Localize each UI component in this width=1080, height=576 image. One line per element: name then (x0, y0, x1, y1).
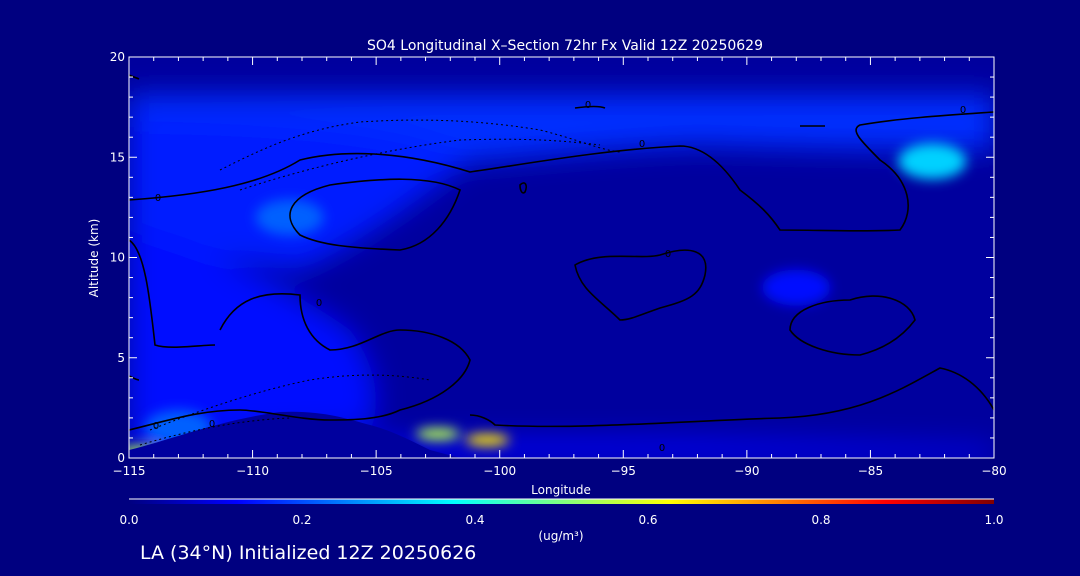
zero-contour-dotted (139, 417, 291, 446)
colorbar-ticks: 0.0 0.2 0.4 0.6 0.8 1.0 (119, 513, 1003, 527)
zero-contour-line (519, 182, 527, 194)
y-tick-label: 5 (117, 351, 125, 365)
contour-label: 0 (659, 443, 665, 454)
zero-contour-line (129, 239, 216, 348)
colorbar-tick-label: 0.8 (811, 513, 830, 527)
zero-contour-dotted (219, 119, 621, 171)
zero-contours (129, 74, 994, 446)
colorbar: 0.0 0.2 0.4 0.6 0.8 1.0 (ug/m³) (119, 498, 1004, 543)
y-tick-label: 20 (110, 50, 125, 64)
zero-contour-line (129, 74, 140, 381)
terrain-mask (129, 411, 460, 458)
contour-labels: 0 0 0 0 0 0 0 0 0 (153, 100, 966, 454)
zero-contour-line (129, 111, 994, 232)
x-tick-label: −100 (483, 464, 516, 478)
contour-label: 0 (155, 193, 161, 204)
contour-label: 0 (585, 100, 591, 111)
x-tick-label: −115 (113, 464, 146, 478)
contour-label: 0 (639, 139, 645, 150)
zero-contour-dotted (149, 374, 431, 431)
zero-contour-line (789, 295, 916, 356)
contour-label: 0 (209, 419, 215, 430)
contour-label: 0 (316, 298, 322, 309)
contour-label: 0 (960, 105, 966, 116)
x-axis-label: Longitude (531, 483, 591, 497)
y-axis: 0 5 10 15 20 (110, 50, 994, 465)
y-tick-label: 15 (110, 150, 125, 164)
zero-contour-line (574, 105, 825, 127)
x-tick-label: −80 (981, 464, 1006, 478)
y-tick-label: 0 (117, 451, 125, 465)
concentration-peak (762, 269, 831, 306)
zero-contour-line (289, 178, 461, 251)
x-tick-label: −95 (611, 464, 636, 478)
zero-contour-dotted (239, 138, 601, 191)
contour-label: 0 (665, 249, 671, 260)
concentration-peak (465, 433, 510, 446)
colorbar-tick-label: 0.0 (119, 513, 138, 527)
colorbar-label: (ug/m³) (538, 529, 583, 543)
chart-title: SO4 Longitudinal X–Section 72hr Fx Valid… (367, 38, 763, 54)
colorbar-tick-label: 1.0 (984, 513, 1003, 527)
colorbar-strip (129, 499, 994, 504)
zero-contour-line (129, 292, 471, 431)
concentration-peak (898, 143, 967, 180)
run-info-footer: LA (34°N) Initialized 12Z 20250626 (140, 542, 477, 564)
concentration-peak (415, 427, 460, 440)
concentration-field (129, 57, 994, 458)
low-level-west-shading (129, 230, 376, 440)
x-tick-label: −105 (360, 464, 393, 478)
y-axis-label: Altitude (km) (87, 219, 101, 298)
y-tick-label: 10 (110, 251, 125, 265)
colorbar-tick-label: 0.6 (638, 513, 657, 527)
western-plume-shading (129, 118, 470, 270)
x-axis: −115 −110 −105 −100 −95 −90 −85 −80 (113, 57, 1007, 478)
zero-contour-line (469, 367, 994, 428)
zero-contour-line (574, 249, 707, 321)
x-tick-label: −90 (734, 464, 759, 478)
x-tick-label: −110 (236, 464, 269, 478)
colorbar-tick-label: 0.2 (292, 513, 311, 527)
colorbar-tick-label: 0.4 (465, 513, 484, 527)
contour-label: 0 (153, 421, 159, 432)
x-tick-label: −85 (858, 464, 883, 478)
plot-area: 0 0 0 0 0 0 0 0 0 (128, 56, 995, 459)
